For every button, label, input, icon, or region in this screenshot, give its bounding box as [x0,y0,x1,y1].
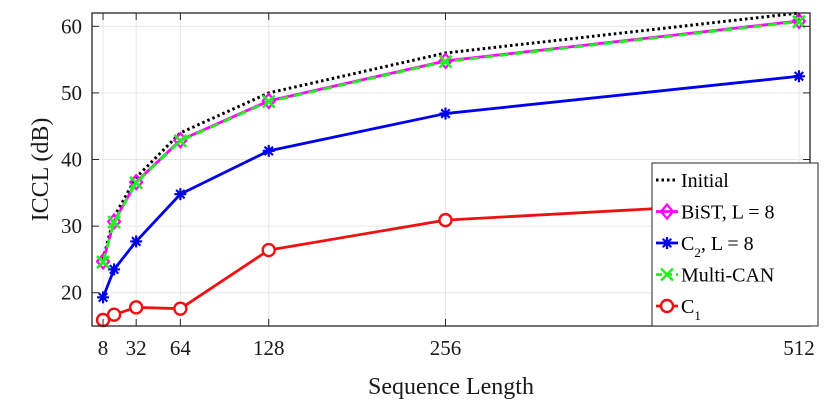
data-point [173,301,188,316]
asterisk-marker-stroke [131,236,142,247]
legend: Initial BiST, L = 8 C2, L = 8 Multi-CAN C1 [651,162,819,327]
legend-swatch-marker [659,298,675,314]
asterisk-marker-stroke [98,292,109,303]
data-point [96,255,110,269]
x-marker-stroke [660,267,674,282]
data-point [438,212,453,228]
legend-item-initial: Initial [656,170,729,192]
data-point [792,70,805,83]
legend-label: C1 [681,296,701,323]
y-tick-label: 20 [61,281,82,305]
legend-swatch-marker [659,202,675,221]
x-tick-label: 256 [430,336,462,360]
x-tick-labels: 8 32 64 128 256 512 [98,336,815,360]
data-point [261,242,276,258]
x-tick-label: 128 [253,336,285,360]
x-marker-stroke [261,94,276,109]
legend-label: C2, L = 8 [681,233,754,260]
legend-item-bist-l-8: BiST, L = 8 [656,202,775,224]
legend-label: Multi-CAN [681,265,774,287]
x-marker-stroke [792,14,806,29]
x-marker-stroke [173,133,188,148]
y-tick-labels: 20 30 40 50 60 [61,14,82,304]
data-point [128,300,144,315]
data-point [262,144,275,157]
x-tick-label: 64 [170,336,192,360]
data-point [108,263,121,276]
asterisk-marker-stroke [263,145,274,156]
x-marker-stroke [96,255,110,269]
asterisk-marker-stroke [793,71,804,82]
x-tick-label: 8 [98,336,109,360]
asterisk-marker-stroke [440,108,451,119]
x-marker-stroke [107,215,122,230]
asterisk-marker-stroke [109,264,120,275]
series-multi-can [96,14,806,269]
legend-swatch-marker [660,267,674,282]
legend-label: BiST, L = 8 [681,202,775,224]
series-c2-l-8 [97,70,805,304]
asterisk-marker-stroke [175,189,186,200]
legend-swatch-marker [661,237,673,249]
legend-item-c2-l-8: C2, L = 8 [656,233,754,260]
data-point [107,215,122,230]
y-tick-label: 30 [61,214,82,238]
x-marker-stroke [129,175,144,190]
x-tick-label: 512 [783,336,815,360]
legend-label: Initial [681,170,729,192]
y-tick-label: 60 [61,14,82,38]
data-point [97,291,110,304]
y-tick-label: 40 [61,148,82,172]
data-point [439,107,452,120]
data-point [129,175,144,190]
series-group [95,11,807,328]
asterisk-marker-stroke [661,237,673,249]
data-point [106,307,122,322]
legend-box [651,162,819,327]
data-point [438,54,453,69]
legend-item-multi-can: Multi-CAN [656,265,774,287]
legend-item-c1: C1 [656,296,701,323]
data-point [261,94,276,109]
y-tick-label: 50 [61,81,82,105]
y-axis-label: ICCL (dB) [28,118,54,222]
data-point [173,133,188,148]
data-point [174,188,187,201]
x-tick-label: 32 [126,336,147,360]
x-axis-label: Sequence Length [368,374,534,400]
x-marker-stroke [438,54,453,69]
data-point [130,235,143,248]
data-point [792,14,806,29]
